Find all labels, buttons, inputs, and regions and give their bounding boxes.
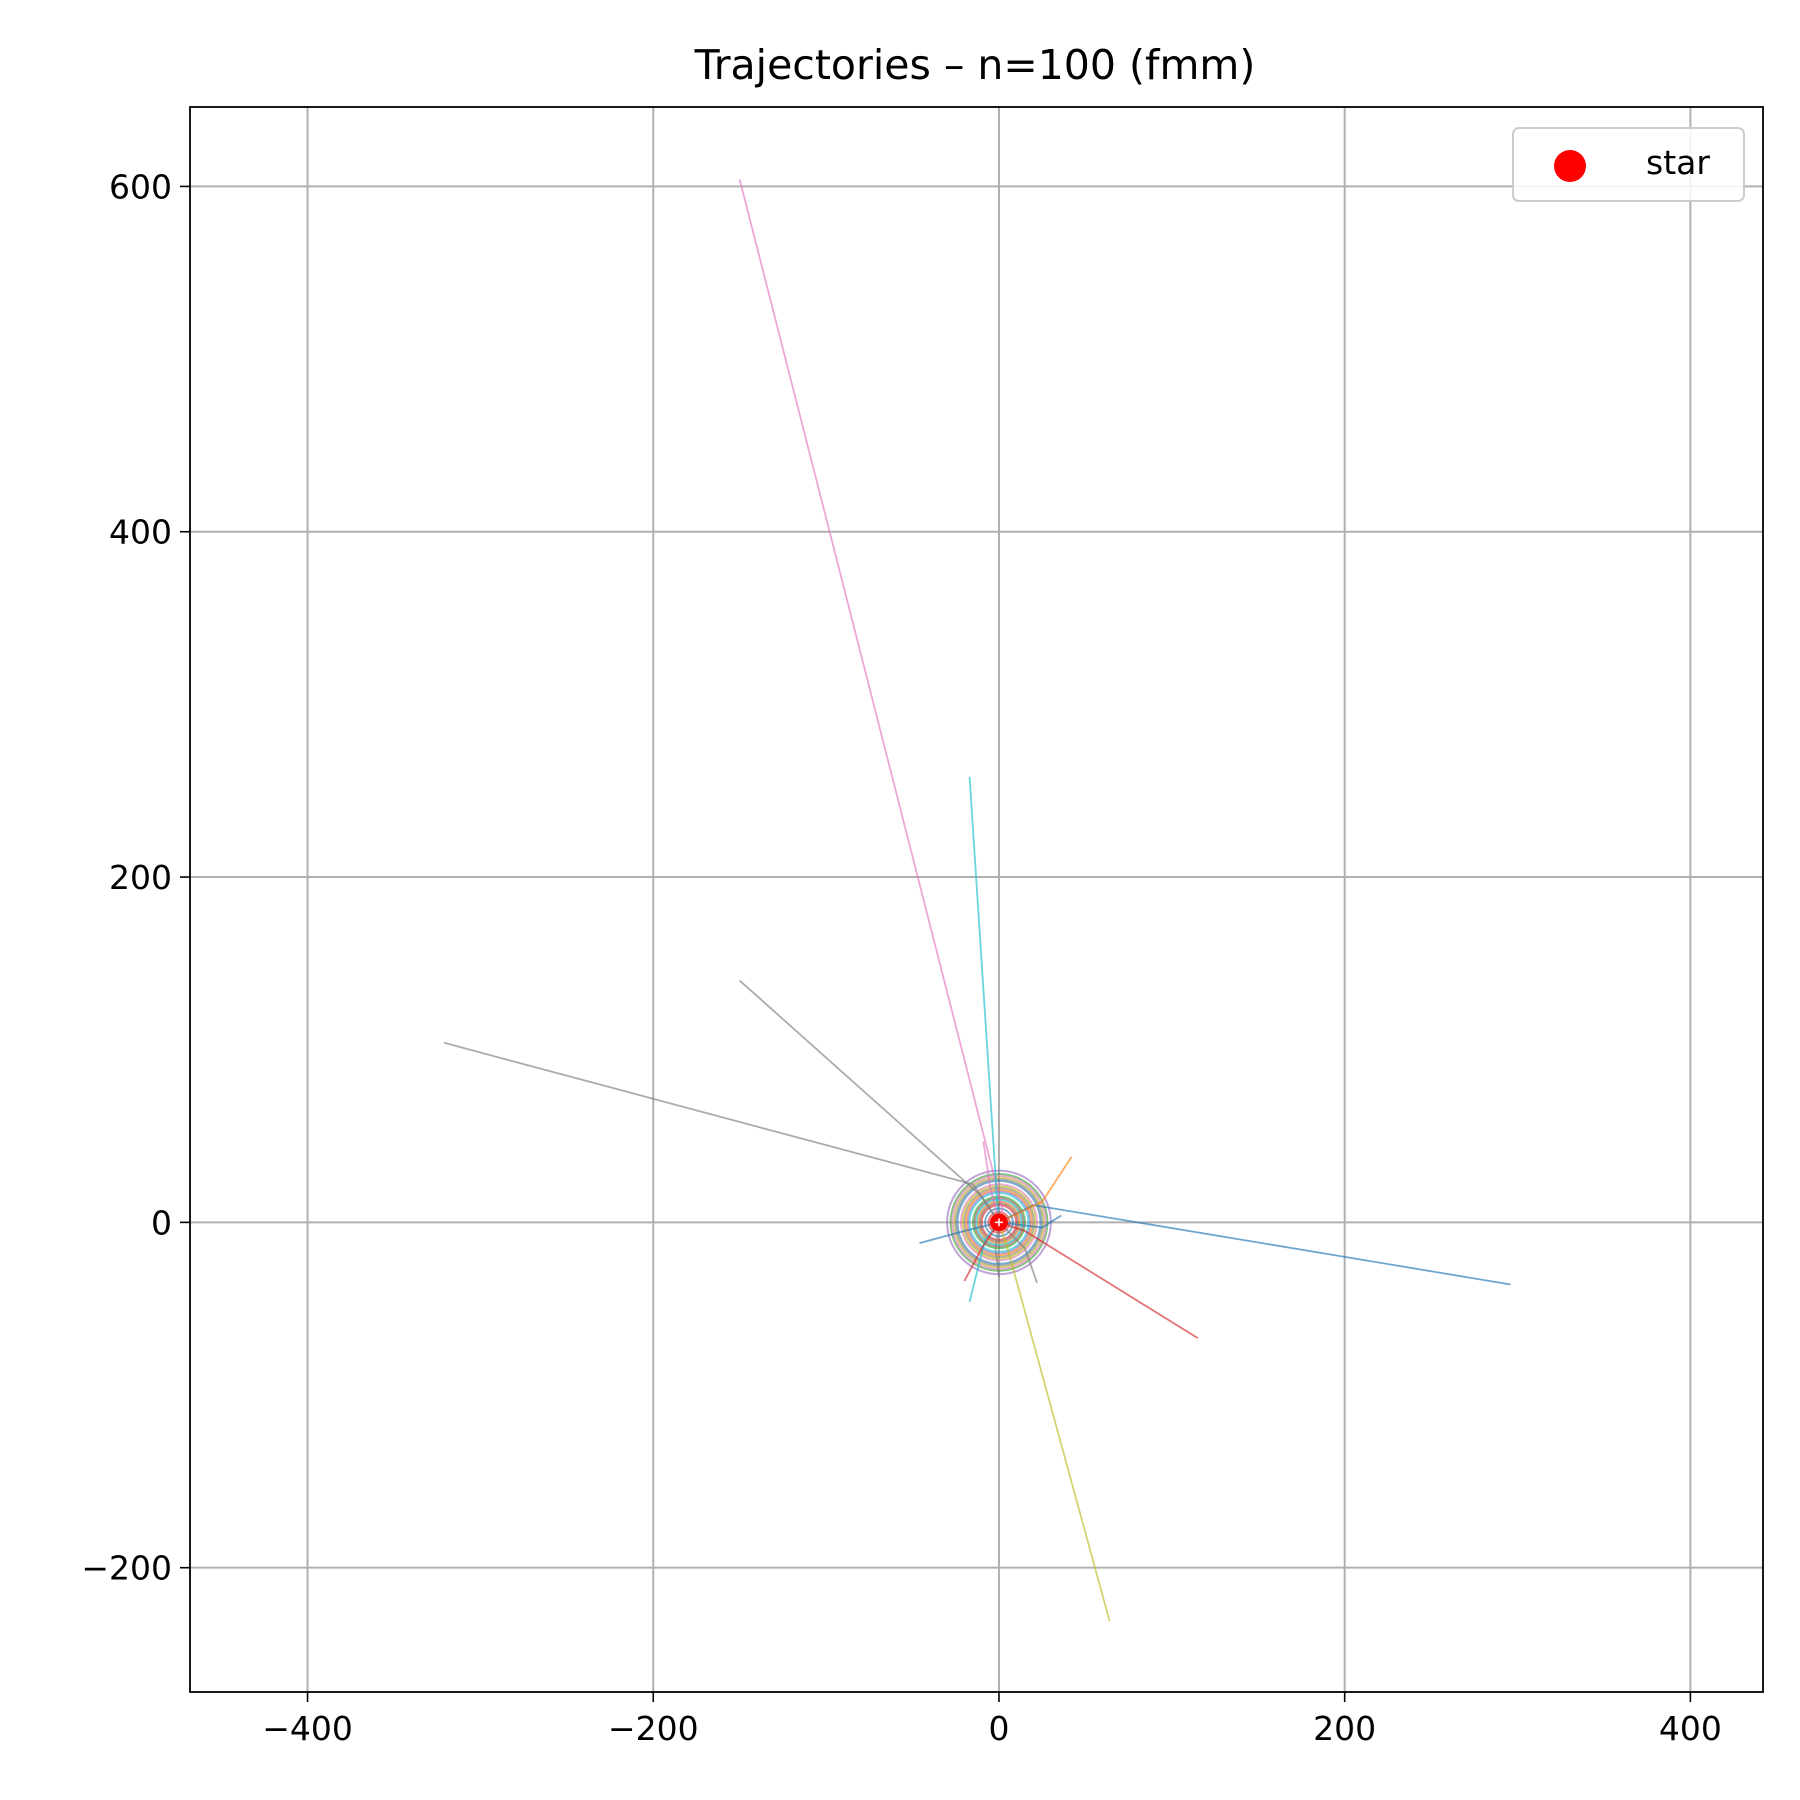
orbit-trajectory	[975, 1198, 1023, 1246]
data-layer	[443, 179, 1511, 1622]
orbit-trajectory	[980, 1204, 1018, 1241]
legend-star-marker	[1554, 150, 1586, 182]
y-tick-label: 200	[109, 858, 172, 897]
orbit-trajectory	[965, 1188, 1033, 1257]
x-tick-label: −200	[608, 1709, 699, 1748]
trajectory-line	[919, 1221, 1000, 1244]
orbit-trajectory	[978, 1202, 1019, 1243]
orbit-trajectory	[953, 1176, 1045, 1269]
trajectory-line	[963, 1221, 1000, 1282]
x-tick-label: 200	[1313, 1709, 1376, 1748]
orbit-trajectory	[977, 1200, 1021, 1245]
trajectory-line	[998, 1221, 1199, 1339]
orbit-trajectory	[961, 1185, 1037, 1260]
y-tick-label: 600	[109, 167, 172, 206]
trajectory-line	[443, 1041, 1000, 1223]
orbit-trajectory	[963, 1186, 1035, 1258]
x-tick-label: 400	[1659, 1709, 1722, 1748]
trajectory-line	[968, 776, 1000, 1223]
trajectory-line	[738, 179, 1004, 1223]
trajectory-line	[998, 1204, 1511, 1286]
orbit-trajectory	[951, 1174, 1047, 1270]
y-tick-label: −200	[81, 1549, 172, 1588]
orbit-trajectory	[956, 1179, 1042, 1265]
trajectory-line	[998, 1156, 1073, 1224]
trajectory-line	[739, 979, 1000, 1223]
legend-star-label: star	[1646, 143, 1710, 182]
legend: star	[1512, 127, 1745, 202]
legend-box	[1512, 127, 1745, 202]
orbit-trajectory	[954, 1178, 1044, 1267]
trajectory-line	[982, 1141, 1000, 1223]
chart-title: Trajectories – n=100 (fmm)	[694, 41, 1256, 89]
orbit-trajectory	[966, 1190, 1032, 1255]
x-tick-label: −400	[262, 1709, 353, 1748]
trajectory-line	[998, 1221, 1038, 1284]
orbit-trajectory	[984, 1207, 1014, 1238]
y-tick-label: 0	[151, 1203, 172, 1242]
tick-layer: −400 −200 0 200 400 −200 0 200 400 600	[81, 167, 1722, 1748]
x-tick-label: 0	[988, 1709, 1009, 1748]
orbit-trajectory	[959, 1183, 1039, 1262]
axes-frame	[189, 106, 1764, 1693]
grid-layer	[190, 107, 1763, 1692]
y-tick-label: 400	[109, 513, 172, 552]
trajectory-line	[998, 1222, 1111, 1622]
trajectory-line	[998, 1214, 1062, 1229]
